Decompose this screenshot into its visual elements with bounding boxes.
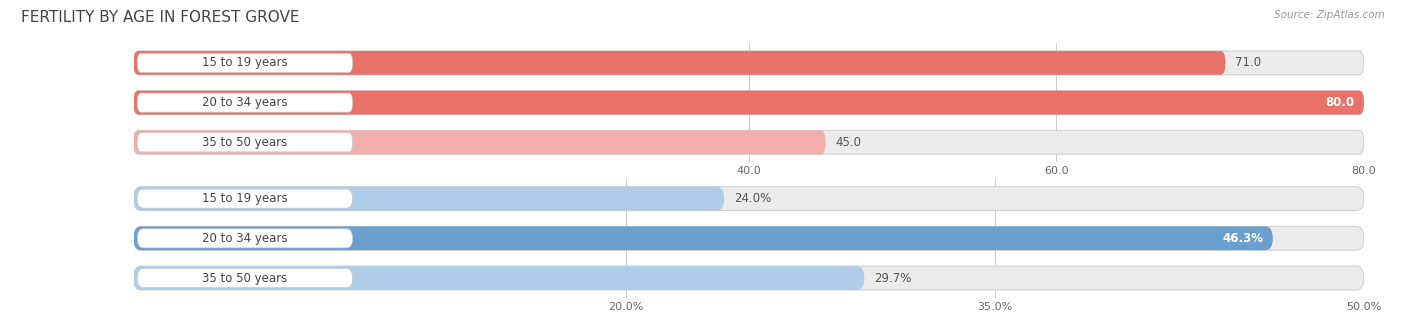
Text: 46.3%: 46.3% (1222, 232, 1263, 245)
FancyBboxPatch shape (134, 51, 1226, 75)
FancyBboxPatch shape (134, 187, 724, 211)
FancyBboxPatch shape (134, 91, 1364, 115)
Text: 71.0: 71.0 (1236, 56, 1261, 70)
FancyBboxPatch shape (134, 130, 825, 154)
Text: 15 to 19 years: 15 to 19 years (202, 192, 288, 205)
Text: 29.7%: 29.7% (875, 271, 911, 285)
FancyBboxPatch shape (134, 51, 1364, 75)
Text: 20 to 34 years: 20 to 34 years (202, 232, 288, 245)
FancyBboxPatch shape (134, 130, 1364, 154)
FancyBboxPatch shape (134, 266, 865, 290)
Text: 35 to 50 years: 35 to 50 years (202, 136, 288, 149)
FancyBboxPatch shape (134, 187, 1364, 211)
FancyBboxPatch shape (134, 226, 1364, 250)
Text: Source: ZipAtlas.com: Source: ZipAtlas.com (1274, 10, 1385, 20)
Text: 20 to 34 years: 20 to 34 years (202, 96, 288, 109)
Text: 15 to 19 years: 15 to 19 years (202, 56, 288, 70)
Text: 35 to 50 years: 35 to 50 years (202, 271, 288, 285)
Text: 24.0%: 24.0% (734, 192, 770, 205)
FancyBboxPatch shape (134, 266, 1364, 290)
Text: FERTILITY BY AGE IN FOREST GROVE: FERTILITY BY AGE IN FOREST GROVE (21, 10, 299, 25)
FancyBboxPatch shape (138, 93, 353, 112)
FancyBboxPatch shape (138, 268, 353, 288)
FancyBboxPatch shape (138, 229, 353, 248)
Text: 45.0: 45.0 (835, 136, 862, 149)
FancyBboxPatch shape (134, 226, 1272, 250)
FancyBboxPatch shape (134, 91, 1364, 115)
Text: 80.0: 80.0 (1324, 96, 1354, 109)
FancyBboxPatch shape (138, 53, 353, 72)
FancyBboxPatch shape (138, 189, 353, 208)
FancyBboxPatch shape (138, 133, 353, 152)
